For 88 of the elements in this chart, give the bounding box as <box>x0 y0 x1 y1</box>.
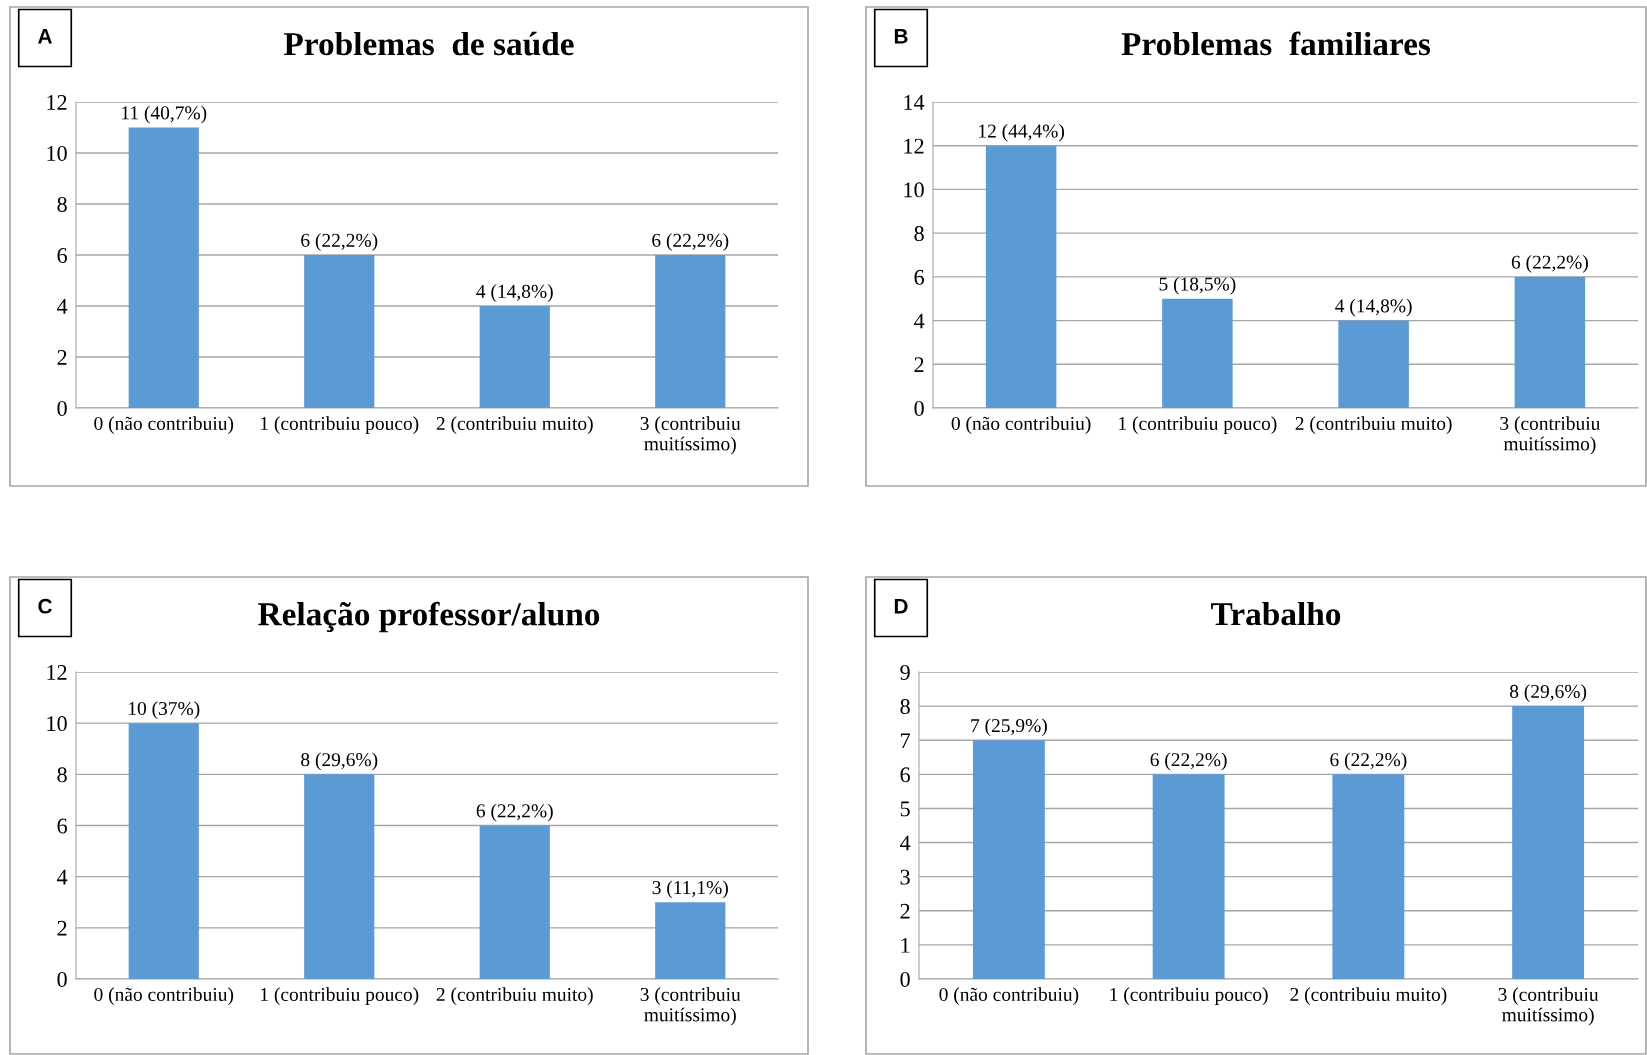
data-label: 6 (22,2%) <box>1330 752 1407 771</box>
y-tick-label: 5 <box>900 801 910 817</box>
bar <box>1512 706 1585 979</box>
x-tick-label: 2 (contribuiu muito) <box>436 987 593 1005</box>
y-tick-label: 10 <box>904 182 924 198</box>
x-tick-label: 1 (contribuiu pouco) <box>1110 987 1268 1005</box>
y-tick-label: 7 <box>901 733 911 748</box>
x-tick-label: 0 (não contribuiu) <box>939 987 1079 1005</box>
data-label: 5 (18,5%) <box>1159 276 1236 295</box>
bar <box>1338 320 1409 408</box>
data-label: 12 (44,4%) <box>979 123 1065 142</box>
bar <box>972 740 1045 979</box>
bar <box>304 774 375 979</box>
bar <box>128 127 199 408</box>
text: B <box>894 29 908 44</box>
y-tick-label: 0 <box>914 400 924 416</box>
y-tick-label: 2 <box>914 357 924 372</box>
bar <box>1162 298 1233 408</box>
x-tick-label: 3 (contribuiu muitíssimo) <box>640 987 741 1026</box>
data-label: 6 (22,2%) <box>1511 255 1588 273</box>
y-tick-label: 12 <box>904 138 924 154</box>
x-tick-label: 3 (contribuiu muitíssimo) <box>640 416 741 455</box>
bar <box>479 306 550 408</box>
y-tick-label: 6 <box>57 818 67 834</box>
x-tick-label: 3 (contribuiu muitíssimo) <box>1498 987 1599 1026</box>
x-tick-label: 0 (não contribuiu) <box>951 416 1091 434</box>
chart-title: Relação professor/aluno <box>258 601 600 633</box>
y-tick-label: 2 <box>900 903 910 919</box>
bar <box>128 723 199 979</box>
x-tick-label: 2 (contribuiu muito) <box>1295 416 1452 434</box>
data-label: 6 (22,2%) <box>301 233 378 251</box>
y-tick-label: 4 <box>913 313 925 329</box>
x-tick-label: 0 (não contribuiu) <box>94 416 234 434</box>
y-tick-label: 8 <box>57 196 67 212</box>
y-tick-label: 8 <box>914 226 924 242</box>
y-tick-label: 4 <box>56 299 68 314</box>
y-tick-label: 0 <box>900 971 910 987</box>
y-tick-label: 6 <box>914 269 924 285</box>
data-label: 6 (22,2%) <box>476 803 553 822</box>
data-label: 11 (40,7%) <box>122 105 207 124</box>
x-tick-label: 1 (contribuiu pouco) <box>1119 416 1277 434</box>
y-tick-label: 12 <box>47 664 67 680</box>
x-tick-label: 1 (contribuiu pouco) <box>261 416 419 434</box>
data-label: 4 (14,8%) <box>1335 298 1412 317</box>
text: A <box>37 29 52 44</box>
y-tick-label: 14 <box>904 95 925 110</box>
bar <box>985 145 1057 408</box>
bar <box>304 255 375 408</box>
x-tick-label: 1 (contribuiu pouco) <box>261 987 419 1005</box>
y-tick-label: 10 <box>47 145 67 161</box>
x-tick-label: 3 (contribuiu muitíssimo) <box>1500 416 1601 455</box>
y-tick-label: 8 <box>900 699 910 715</box>
data-label: 10 (37%) <box>129 701 200 719</box>
y-tick-label: 8 <box>57 767 67 783</box>
y-tick-label: 3 <box>900 869 910 885</box>
y-tick-label: 9 <box>900 664 910 680</box>
bar <box>1152 774 1225 979</box>
data-label: 8 (29,6%) <box>1509 684 1587 702</box>
y-tick-label: 10 <box>47 716 67 732</box>
x-tick-label: 2 (contribuiu muito) <box>436 416 593 434</box>
y-tick-label: 0 <box>57 400 67 416</box>
bar <box>655 902 726 979</box>
y-tick-label: 0 <box>57 971 67 987</box>
text: C <box>38 598 52 614</box>
data-label: 6 (22,2%) <box>1150 752 1227 771</box>
bar <box>479 825 550 979</box>
y-tick-label: 4 <box>899 835 911 851</box>
data-label: 6 (22,2%) <box>652 233 729 251</box>
text: D <box>894 599 908 614</box>
chart-title: Problemas familiares <box>1121 31 1431 56</box>
data-label: 7 (25,9%) <box>971 718 1047 737</box>
data-label: 4 (14,8%) <box>476 284 553 302</box>
bar <box>655 255 726 408</box>
x-tick-label: 0 (não contribuiu) <box>94 987 234 1005</box>
y-tick-label: 6 <box>57 247 67 263</box>
bar <box>1514 276 1586 408</box>
y-tick-label: 2 <box>57 349 67 365</box>
y-tick-label: 6 <box>900 767 910 783</box>
data-label: 3 (11,1%) <box>652 880 728 899</box>
y-tick-label: 12 <box>47 94 67 110</box>
y-tick-label: 4 <box>56 869 68 885</box>
y-tick-label: 1 <box>901 937 910 953</box>
y-tick-label: 2 <box>57 920 67 936</box>
chart-title: Problemas de saúde <box>284 31 574 56</box>
bar <box>1332 774 1405 979</box>
x-tick-label: 2 (contribuiu muito) <box>1290 987 1447 1005</box>
chart-title: Trabalho <box>1211 601 1341 626</box>
data-label: 8 (29,6%) <box>301 752 378 771</box>
